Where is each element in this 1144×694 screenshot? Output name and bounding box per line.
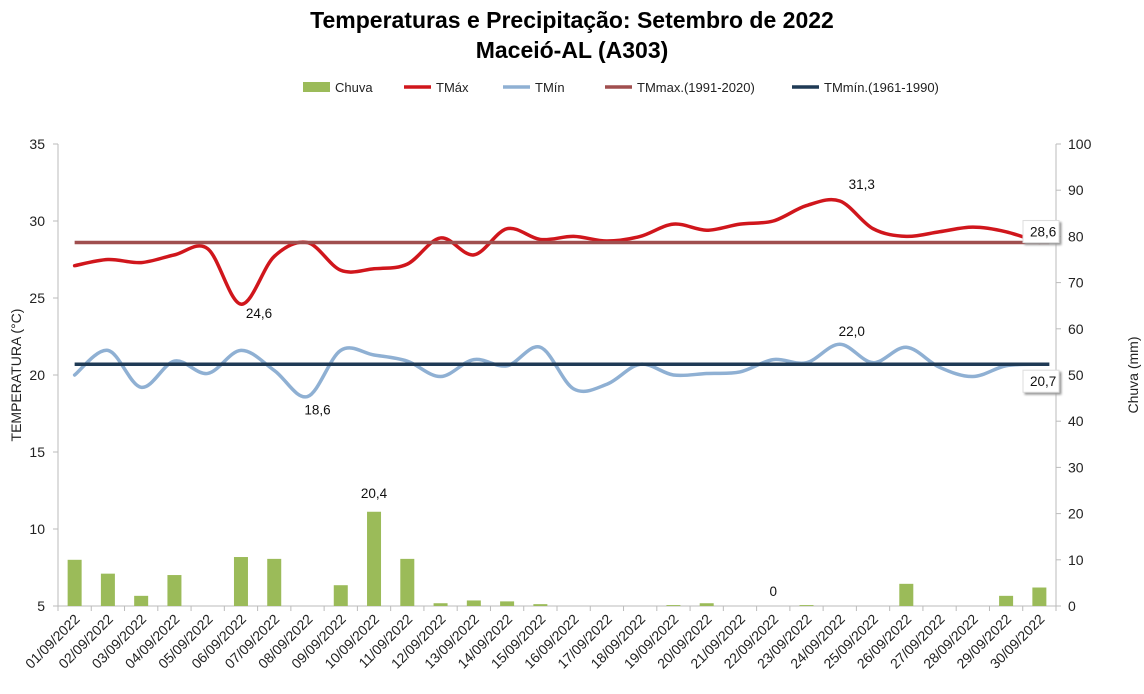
y-tick-label: 35 [29,136,45,152]
line-tmin [72,342,1042,399]
lines [72,197,1050,399]
line-tmax [72,197,1042,306]
legend-label: TMáx [436,80,469,95]
y-tick-label: 25 [29,290,45,306]
y2-tick-label: 40 [1068,413,1084,429]
y2-tick-label: 50 [1068,367,1084,383]
y2-tick-label: 0 [1068,598,1076,614]
legend-label: TMín [535,80,565,95]
bar-chuva [233,557,248,606]
bar-chuva [500,601,515,606]
bar-chuva [533,604,548,606]
chart-subtitle: Maceió-AL (A303) [476,37,669,63]
data-label: 20,7 [1030,374,1056,389]
axes: 5101520253035010203040506070809010001/09… [22,136,1092,672]
data-label: 20,4 [361,486,388,501]
chart-title: Temperaturas e Precipitação: Setembro de… [310,7,834,33]
y2-tick-label: 70 [1068,275,1084,291]
bar-chuva [134,595,149,606]
data-label: 0 [769,584,777,599]
y2-tick-label: 10 [1068,552,1084,568]
bar-chuva [367,511,382,606]
data-label-box [1022,369,1060,393]
bar-chuva [1032,587,1047,606]
legend-label: TMmax.(1991-2020) [637,80,755,95]
data-label: 31,3 [849,177,875,192]
y-axis-label: TEMPERATURA (°C) [8,309,24,442]
data-label: 24,6 [246,306,272,321]
y2-tick-label: 100 [1068,136,1092,152]
bars [67,511,1047,606]
bar-chuva [167,575,182,606]
y2-tick-label: 60 [1068,321,1084,337]
data-label: 28,6 [1030,225,1056,240]
legend-swatch [303,82,330,92]
bar-chuva [466,600,481,606]
bar-chuva [67,559,82,606]
bar-chuva [699,603,714,606]
y2-tick-label: 30 [1068,459,1084,475]
bar-chuva [666,605,681,606]
data-label-box [1022,220,1060,244]
bar-chuva [799,605,814,606]
data-labels: 24,6 18,6 20,4 0 31,3 22,0 28,6 20,7 [246,177,1060,599]
bar-chuva [899,583,914,606]
bar-chuva [267,558,282,606]
data-label: 18,6 [304,403,330,418]
y2-tick-label: 90 [1068,182,1084,198]
bar-chuva [333,585,348,606]
data-label: 22,0 [839,324,865,339]
y-tick-label: 5 [37,598,45,614]
legend-label: Chuva [335,80,373,95]
y-tick-label: 20 [29,367,45,383]
y-tick-label: 15 [29,444,45,460]
bar-chuva [400,558,415,606]
y-tick-label: 30 [29,213,45,229]
y2-tick-label: 20 [1068,506,1084,522]
bar-chuva [999,595,1014,606]
legend-label: TMmín.(1961-1990) [824,80,939,95]
y-tick-label: 10 [29,521,45,537]
legend: Chuva TMáx TMín TMmax.(1991-2020) TMmín.(196… [303,80,939,95]
bar-chuva [433,603,448,606]
bar-chuva [100,573,115,606]
y2-axis-label: Chuva (mm) [1125,336,1141,413]
y2-tick-label: 80 [1068,228,1084,244]
